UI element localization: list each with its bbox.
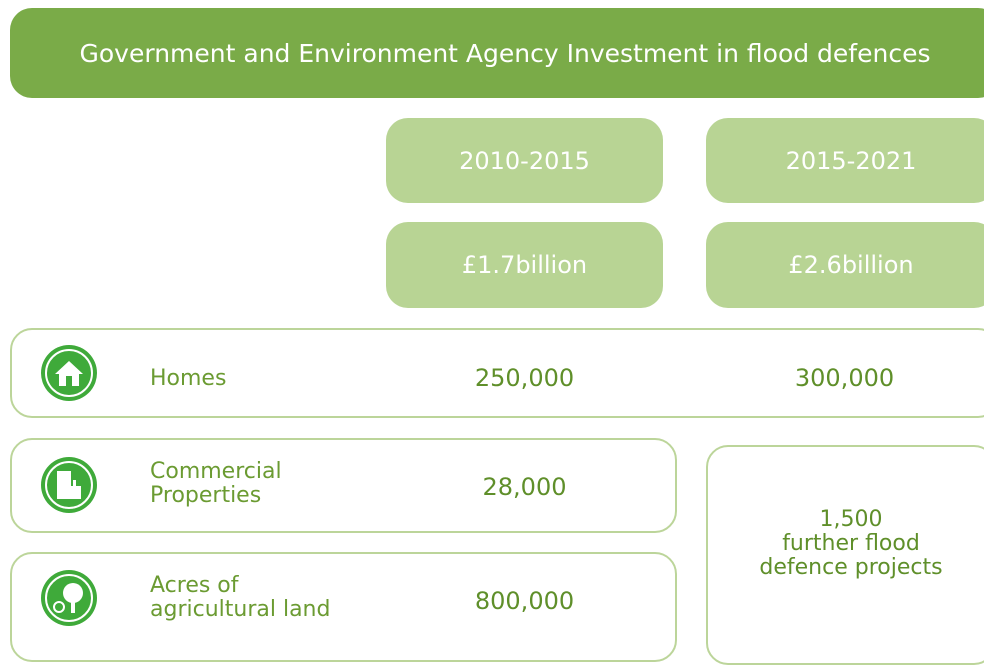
- row-box: [10, 328, 984, 418]
- row-value: 800,000: [474, 587, 575, 615]
- row-label: Homes: [150, 366, 227, 391]
- note-text: further flood defence projects: [759, 531, 943, 580]
- note-box: 1,500 further flood defence projects: [706, 445, 984, 665]
- row-value: 250,000: [474, 364, 575, 392]
- row-box: [10, 438, 677, 533]
- period-investment: £1.7billion: [386, 222, 663, 308]
- building-icon: [41, 457, 97, 513]
- header-title: Government and Environment Agency Invest…: [10, 8, 984, 98]
- row-label: Acres of agricultural land: [150, 573, 331, 622]
- period-label: 2015-2021: [706, 118, 984, 203]
- row-value: 28,000: [482, 473, 567, 501]
- period-label: 2010-2015: [386, 118, 663, 203]
- row-value: 300,000: [794, 364, 895, 392]
- page: Government and Environment Agency Invest…: [10, 8, 984, 665]
- period-investment: £2.6billion: [706, 222, 984, 308]
- row-label: Commercial Properties: [150, 459, 282, 508]
- home-icon: [41, 345, 97, 401]
- tree-icon: [41, 570, 97, 626]
- note-value: 1,500: [819, 507, 883, 532]
